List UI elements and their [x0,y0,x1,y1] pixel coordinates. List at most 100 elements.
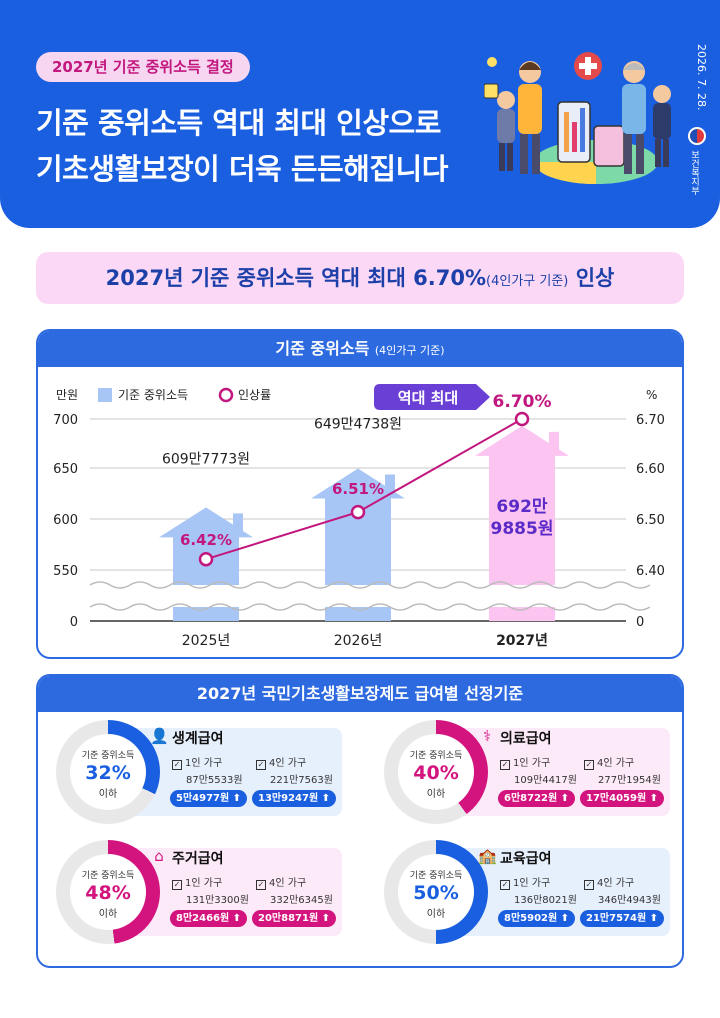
axis-break-wave-bottom [89,603,651,611]
x-tick-label: 2025년 [182,633,231,649]
bar-value-label: 609만7773원 [162,451,250,467]
bar-value-label: 9885원 [491,519,554,539]
benefits-panel-header: 2027년 국민기초생활보장제도 급여별 선정기준 [38,676,682,712]
increase-badge: 20만8871원 ⬆ [252,910,337,927]
header-title-line1: 기준 중위소득 역대 최대 인상으로 [36,106,441,140]
four-person-household: ✓ 4인 가구 221만7563원 [256,754,352,786]
benefits-title: 2027년 국민기초생활보장제도 급여별 선정기준 [196,684,524,703]
increase-badge: 8만5902원 ⬆ [498,910,576,927]
annotation-label: 역대 최대 [398,389,458,407]
four-person-household: ✓ 4인 가구 346만4943원 [584,874,680,906]
checkbox-icon: ✓ [172,760,182,770]
bar-2027년 [475,425,569,621]
ring-label: 기준 중위소득 [409,751,463,761]
checkbox-icon: ✓ [172,880,182,890]
y-axis-left-unit: 만원 [56,388,78,402]
y-left-tick: 600 [53,513,78,528]
increase-badge: 8만2466원 ⬆ [170,910,248,927]
ring-percent: 32% [85,762,131,784]
four-person-household: ✓ 4인 가구 332만6345원 [256,874,352,906]
legend-line-swatch [218,387,234,403]
benefit-card: 기준 중위소득 48% 이하 ⌂ 주거급여 ✓ 1인 가구 131만3300원 ✓ 4인 가구 33… [46,840,346,944]
household-label: 4인 가구 [597,878,635,889]
ring-sub: 이하 [426,789,446,800]
ring-sub: 이하 [98,909,118,920]
household-amount: 136만8021원 [514,895,577,906]
y-right-tick: 0 [636,615,644,630]
one-person-household: ✓ 1인 가구 87만5533원 [172,754,268,786]
benefits-panel: 2027년 국민기초생활보장제도 급여별 선정기준 기준 중위소득 32% 이하 👤 생… [36,674,684,968]
family-illustration [484,52,671,184]
ring-inner: 기준 중위소득 40% 이하 [398,734,474,810]
y-right-tick: 6.40 [636,564,665,579]
benefit-card: 기준 중위소득 40% 이하 ⚕ 의료급여 ✓ 1인 가구 109만4417원 ✓ 4인 가구 27… [374,720,674,824]
ring-label: 기준 중위소득 [409,871,463,881]
checkbox-icon: ✓ [256,880,266,890]
stethoscope-icon: ⚕ [482,727,492,745]
y-left-tick: 550 [53,564,78,579]
ring-label: 기준 중위소득 [81,871,135,881]
header-title-line2: 기초생활보장이 더욱 든든해집니다 [36,152,448,186]
header-date: 2026. 7. 28. [695,44,708,111]
ring-percent: 40% [413,762,459,784]
person-icon: 👤 [150,727,169,745]
household-amount: 332만6345원 [270,895,333,906]
ring-sub: 이하 [98,789,118,800]
one-person-household: ✓ 1인 가구 131만3300원 [172,874,268,906]
rate-point [350,504,366,520]
ring-inner: 기준 중위소득 50% 이하 [398,854,474,930]
ministry-name: 보건복지부 [689,150,699,195]
household-label: 1인 가구 [513,758,551,769]
ministry-logo-icon [688,127,706,145]
y-right-tick: 6.60 [636,462,665,477]
one-person-household: ✓ 1인 가구 136만8021원 [500,874,596,906]
rate-label: 6.42% [180,531,232,549]
benefit-ring: 기준 중위소득 48% 이하 [56,840,160,944]
house-icon: ⌂ [154,847,164,865]
header-badge: 2027년 기준 중위소득 결정 [36,52,250,82]
bar-chimney [385,474,395,497]
household-amount: 346만4943원 [598,895,661,906]
increase-badge: 5만4977원 ⬆ [170,790,248,807]
legend-line-label: 인상률 [238,388,271,402]
benefit-name: 교육급여 [500,851,552,867]
benefit-ring: 기준 중위소득 40% 이하 [384,720,488,824]
bar-chimney [233,513,243,536]
ring-percent: 48% [85,882,131,904]
y-right-tick: 6.70 [636,413,665,428]
chart-panel-header: 기준 중위소득 (4인가구 기준) [38,331,682,367]
income-chart: 만원 % 기준 중위소득 인상률 700 6.70 650 6.60 600 6.50 550 6.4… [53,384,665,649]
household-amount: 109만4417원 [514,775,577,786]
rate-point [198,551,214,567]
household-label: 4인 가구 [597,758,635,769]
ring-sub: 이하 [426,909,446,920]
household-label: 1인 가구 [185,758,223,769]
household-amount: 277만1954원 [598,775,661,786]
household-label: 1인 가구 [513,878,551,889]
household-label: 4인 가구 [269,878,307,889]
x-tick-label: 2027년 [496,633,548,649]
household-amount: 131만3300원 [186,895,249,906]
highlight-small: (4인가구 기준) [486,274,569,289]
rate-label: 6.70% [493,392,552,412]
axis-break-band [90,585,626,607]
legend-bar-swatch [98,388,112,402]
increase-badge: 13만9247원 ⬆ [252,790,337,807]
checkbox-icon: ✓ [584,760,594,770]
increase-badge: 6만8722원 ⬆ [498,790,576,807]
checkbox-icon: ✓ [584,880,594,890]
legend-bar-label: 기준 중위소득 [118,388,188,402]
bar-value-label: 692만 [496,497,547,517]
bar-value-label: 649만4738원 [314,417,402,433]
annotation-badge [374,384,490,410]
highlight-main: 2027년 기준 중위소득 역대 최대 6.70% [105,266,487,290]
increase-badge: 17만4059원 ⬆ [580,790,665,807]
benefit-card: 기준 중위소득 50% 이하 🏫 교육급여 ✓ 1인 가구 136만8021원 ✓ 4인 가구 34… [374,840,674,944]
one-person-household: ✓ 1인 가구 109만4417원 [500,754,596,786]
ring-label: 기준 중위소득 [81,751,135,761]
benefit-name: 생계급여 [172,731,224,747]
bar-chimney [549,431,559,454]
rate-point [514,411,530,427]
household-label: 1인 가구 [185,878,223,889]
y-left-tick: 0 [70,615,78,630]
